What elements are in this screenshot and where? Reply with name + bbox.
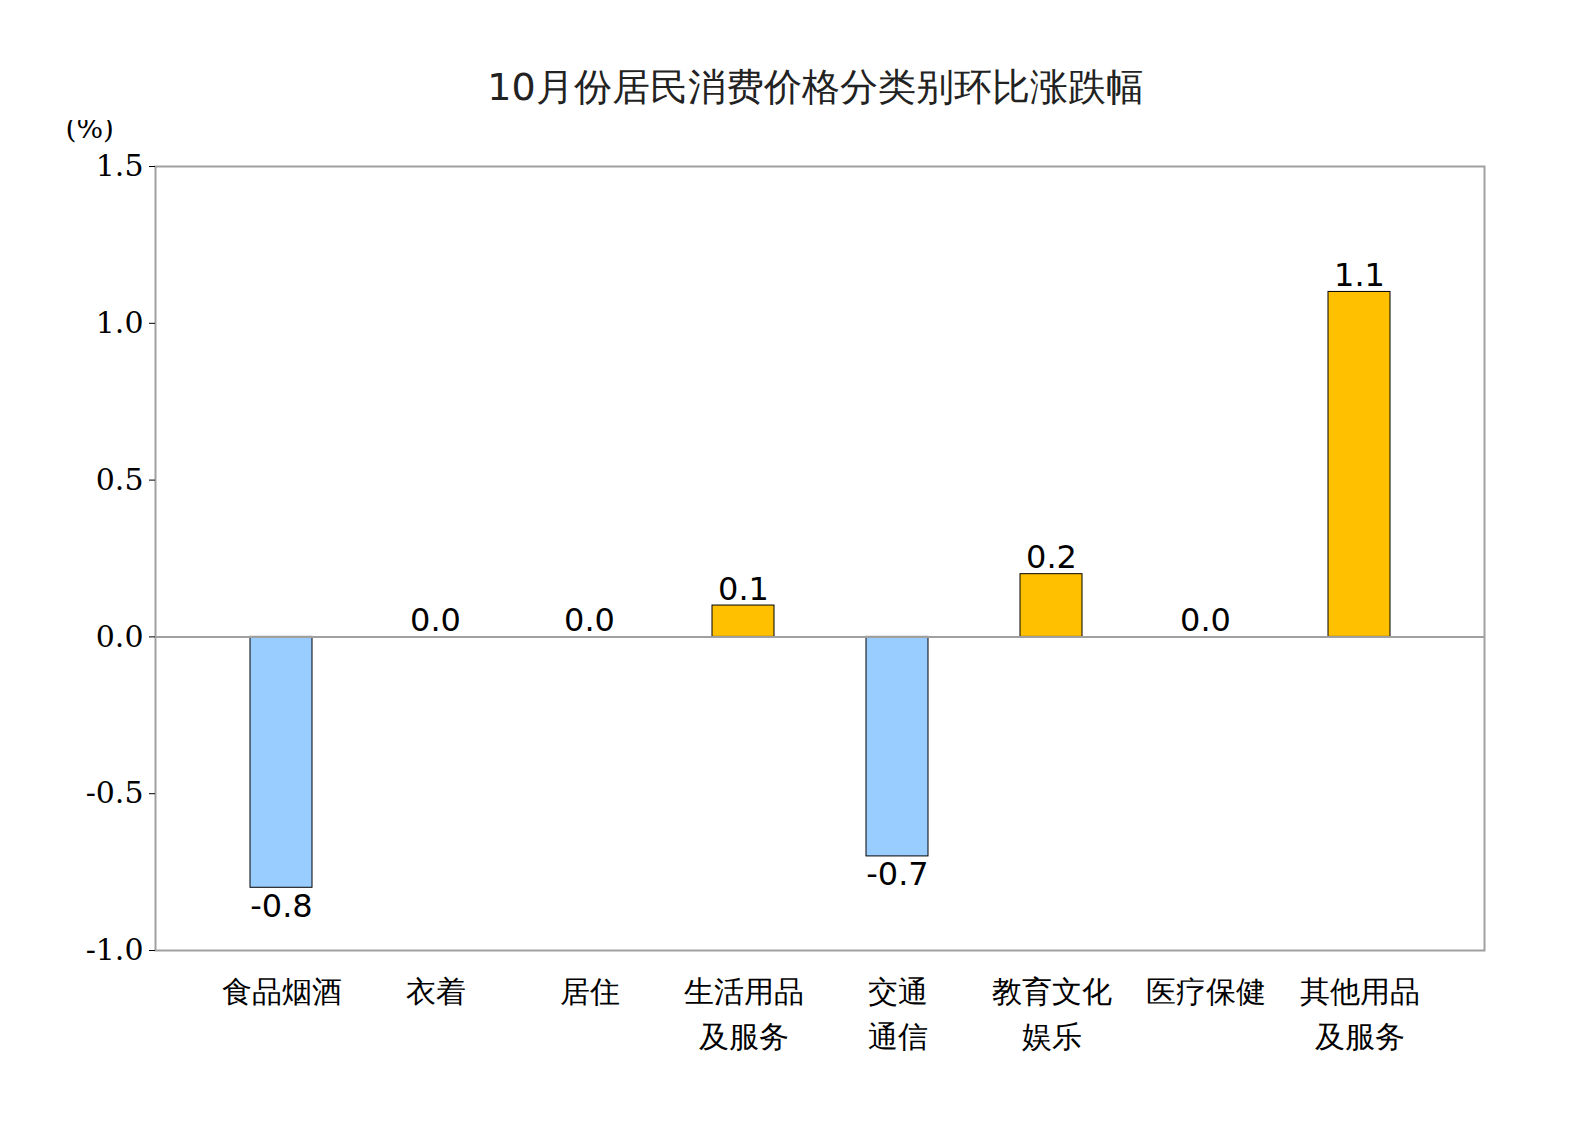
- svg-text:交通通信: 交通通信: [868, 974, 928, 1054]
- svg-text:居住: 居住: [560, 974, 620, 1009]
- svg-text:衣着: 衣着: [406, 974, 466, 1009]
- svg-text:1.5: 1.5: [96, 148, 144, 183]
- svg-text:0.5: 0.5: [96, 462, 144, 497]
- svg-text:0.0: 0.0: [564, 601, 615, 639]
- svg-text:生活用品及服务: 生活用品及服务: [684, 974, 804, 1054]
- svg-text:-0.7: -0.7: [866, 855, 928, 893]
- svg-text:-1.0: -1.0: [86, 932, 144, 967]
- svg-text:1.0: 1.0: [96, 305, 144, 340]
- svg-text:食品烟酒: 食品烟酒: [222, 974, 342, 1009]
- svg-text:医疗保健: 医疗保健: [1146, 974, 1266, 1009]
- svg-text:教育文化娱乐: 教育文化娱乐: [992, 974, 1112, 1054]
- svg-text:0.0: 0.0: [410, 601, 461, 639]
- svg-text:1.1: 1.1: [1334, 256, 1385, 294]
- svg-text:0.0: 0.0: [96, 619, 144, 654]
- svg-text:0.0: 0.0: [1180, 601, 1231, 639]
- svg-text:0.1: 0.1: [718, 570, 769, 608]
- svg-text:(%): (%): [66, 120, 114, 145]
- svg-text:-0.8: -0.8: [250, 887, 312, 925]
- svg-text:-0.5: -0.5: [86, 775, 144, 810]
- svg-text:其他用品及服务: 其他用品及服务: [1300, 974, 1420, 1054]
- html-text:10月份居民消费价格分类别环比涨跌幅: 10月份居民消费价格分类别环比涨跌幅: [487, 65, 1144, 109]
- svg-text:0.2: 0.2: [1026, 538, 1077, 576]
